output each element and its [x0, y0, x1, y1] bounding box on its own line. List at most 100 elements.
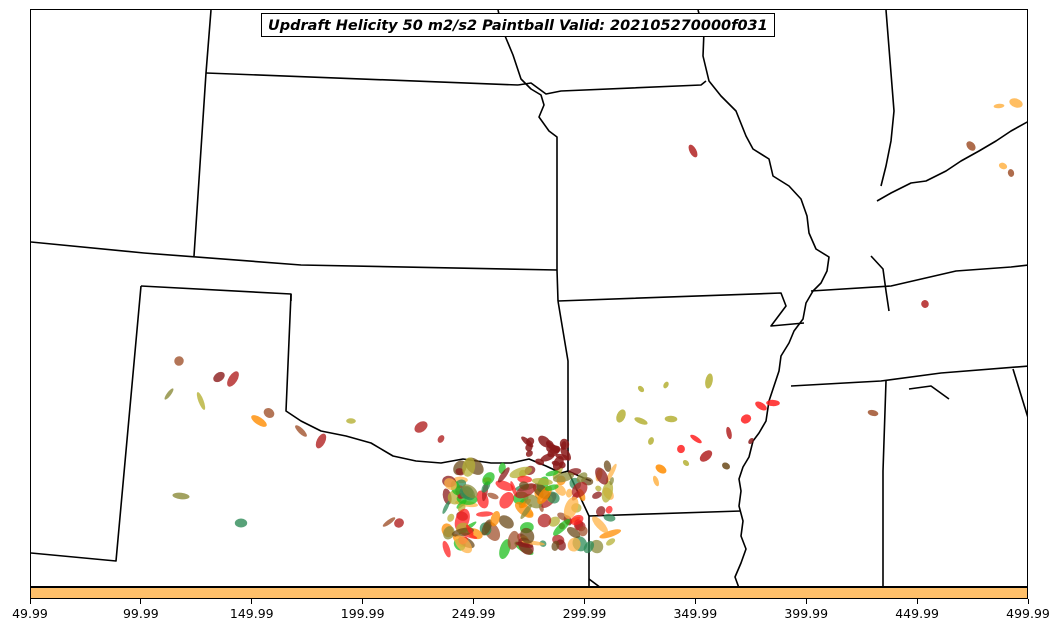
- paintball-blob: [560, 447, 571, 461]
- paintball-blob: [466, 524, 474, 536]
- paintball-blob: [688, 144, 698, 158]
- paintball-blob: [414, 421, 428, 433]
- colorbar-tick-mark: [916, 599, 918, 604]
- paintball-blob: [606, 538, 616, 546]
- colorbar-tick-label: 99.99: [122, 606, 159, 621]
- paintball-blob: [578, 526, 588, 537]
- paintball-blob: [559, 438, 570, 450]
- paintball-blob: [227, 371, 239, 387]
- border-ia-mo: [517, 80, 707, 95]
- paintball-blob: [766, 399, 780, 407]
- colorbar-tick-label: 449.99: [895, 606, 939, 621]
- paintball-blob: [519, 481, 529, 490]
- colorbar-tick-mark: [805, 599, 807, 604]
- paintball-blob: [442, 540, 451, 558]
- paintball-blob: [690, 434, 702, 444]
- paintball-blob: [616, 409, 626, 423]
- paintball-blob: [174, 356, 184, 366]
- paintball-blob: [497, 467, 510, 483]
- paintball-swaths: [164, 98, 1023, 560]
- paintball-blob: [699, 450, 713, 462]
- paintball-blob: [637, 385, 645, 393]
- paintball-blob: [514, 501, 534, 518]
- paintball-blob: [454, 535, 473, 554]
- paintball-blob: [553, 519, 571, 536]
- paintball-blob: [563, 496, 579, 519]
- paintball-blob: [592, 491, 602, 499]
- colorbar-tick-label: 399.99: [784, 606, 829, 621]
- paintball-blob: [490, 510, 501, 527]
- colorbar-tick-label: 49.99: [12, 606, 48, 621]
- paintball-blob: [998, 162, 1008, 170]
- paintball-blob: [540, 453, 555, 462]
- paintball-blob: [583, 541, 595, 554]
- paintball-blob: [499, 492, 514, 509]
- paintball-blob: [558, 461, 566, 469]
- border-il-in: [880, 10, 895, 187]
- paintball-blob: [722, 462, 730, 470]
- border-ok-mo-ar: [557, 300, 569, 471]
- border-al-ga: [1012, 368, 1027, 418]
- paintball-blob: [515, 483, 537, 499]
- paintball-blob: [462, 457, 476, 477]
- border-ky-tn: [810, 264, 1027, 292]
- border-ok-tx: [285, 293, 592, 482]
- paintball-blob: [538, 435, 551, 448]
- border-tn-river: [870, 255, 890, 312]
- paintball-blob: [921, 300, 929, 308]
- paintball-blob: [599, 529, 622, 539]
- paintball-blob: [993, 103, 1005, 109]
- paintball-blob: [648, 437, 654, 445]
- paintball-blob: [595, 485, 602, 492]
- paintball-blob: [164, 388, 174, 400]
- paintball-blob: [251, 415, 267, 427]
- paintball-blob: [677, 444, 685, 454]
- colorbar-tick-mark: [362, 599, 364, 604]
- colorbar-tick-mark: [29, 599, 31, 604]
- paintball-blob: [444, 478, 457, 491]
- paintball-blob: [437, 435, 445, 443]
- colorbar-tick-label: 299.99: [562, 606, 607, 621]
- colorbar-tick-mark: [251, 599, 253, 604]
- colorbar-tick-mark: [140, 599, 142, 604]
- map-canvas: [31, 10, 1027, 586]
- paintball-blob: [315, 433, 327, 449]
- paintball-blob: [966, 141, 976, 151]
- paintball-blob: [234, 518, 248, 528]
- border-ohio-river: [876, 121, 1027, 202]
- colorbar-tick-label: 199.99: [340, 606, 385, 621]
- paintball-blob: [551, 460, 560, 466]
- paintball-blob: [546, 444, 561, 454]
- paintball-blob: [664, 415, 678, 423]
- paintball-blob: [442, 500, 450, 514]
- paintball-blob: [523, 493, 542, 509]
- paintball-blob: [537, 513, 552, 528]
- paintball-blob: [663, 381, 669, 389]
- border-ks-mo: [556, 269, 559, 302]
- map-panel: [30, 9, 1028, 587]
- border-ms-al: [882, 380, 887, 586]
- paintball-blob: [603, 513, 616, 522]
- colorbar-tick-label: 499.99: [1006, 606, 1050, 621]
- border-ar-la: [588, 510, 742, 517]
- border-ne-ks: [205, 72, 519, 86]
- paintball-blob: [740, 414, 752, 424]
- paintball-blob: [507, 530, 520, 550]
- paintball-blob: [1007, 169, 1015, 177]
- colorbar-tick-mark: [694, 599, 696, 604]
- paintball-blob: [544, 484, 559, 491]
- border-wy-ne: [193, 10, 212, 257]
- paintball-blob: [705, 373, 713, 389]
- paintball-blob: [606, 463, 617, 483]
- colorbar-tick-label: 149.99: [229, 606, 274, 621]
- paintball-blob: [520, 504, 532, 520]
- border-la-ms-river: [588, 578, 600, 586]
- paintball-blob: [755, 401, 767, 411]
- border-nm: [31, 285, 142, 562]
- paintball-blob: [263, 408, 275, 418]
- paintball-blob: [595, 467, 609, 485]
- paintball-blob: [517, 475, 532, 483]
- paintball-blob: [447, 513, 455, 522]
- paintball-blob: [213, 371, 225, 383]
